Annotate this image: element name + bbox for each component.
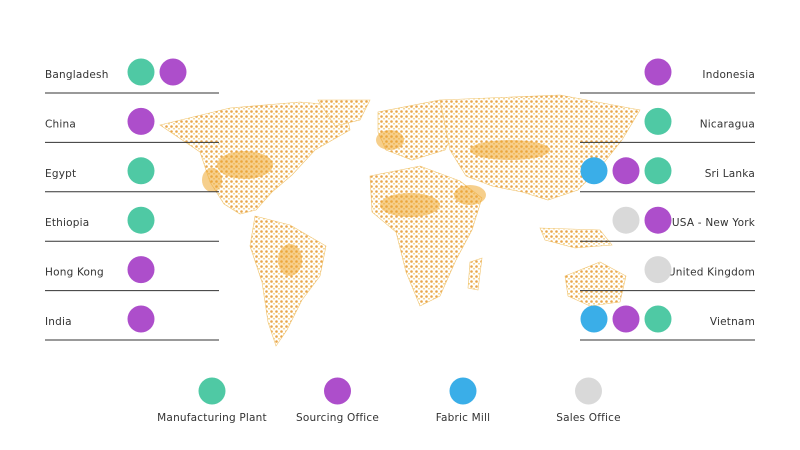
country-label: Ethiopia [45, 217, 89, 229]
country-label: Egypt [45, 168, 76, 180]
facility-dot [644, 157, 672, 185]
country-label: China [45, 118, 76, 130]
country-label: Hong Kong [45, 267, 104, 279]
legend-label: Sourcing Office [296, 412, 379, 424]
facility-dot [644, 58, 672, 86]
legend-swatch [198, 377, 226, 405]
facility-dot [127, 305, 155, 333]
facility-dot [580, 305, 608, 333]
facility-dot [127, 256, 155, 284]
facility-dot [127, 157, 155, 185]
facility-dot [644, 107, 672, 135]
legend-label: Sales Office [556, 412, 621, 424]
facility-dot [612, 157, 640, 185]
facility-dot [612, 305, 640, 333]
legend-swatch [449, 377, 477, 405]
facility-dot [644, 305, 672, 333]
facility-dot [127, 206, 155, 234]
country-label: United Kingdom [668, 267, 755, 279]
facility-dot [127, 58, 155, 86]
country-label: India [45, 316, 72, 328]
country-label: Bangladesh [45, 69, 109, 81]
legend-swatch [575, 377, 602, 405]
facility-dot [644, 256, 672, 284]
legend-swatch [324, 377, 351, 405]
facility-dot [580, 157, 608, 185]
country-label: Indonesia [702, 69, 755, 81]
country-label: USA - New York [672, 217, 756, 229]
country-label: Nicaragua [700, 118, 755, 130]
map-hotspots [202, 130, 550, 276]
facility-dot [127, 107, 155, 135]
facility-dot [644, 206, 672, 234]
facility-dot [612, 206, 640, 234]
legend-label: Fabric Mill [436, 412, 491, 424]
facility-dot [159, 58, 187, 86]
country-label: Vietnam [710, 316, 755, 328]
world-map [159, 94, 641, 347]
legend-label: Manufacturing Plant [157, 412, 267, 424]
country-label: Sri Lanka [705, 168, 755, 180]
